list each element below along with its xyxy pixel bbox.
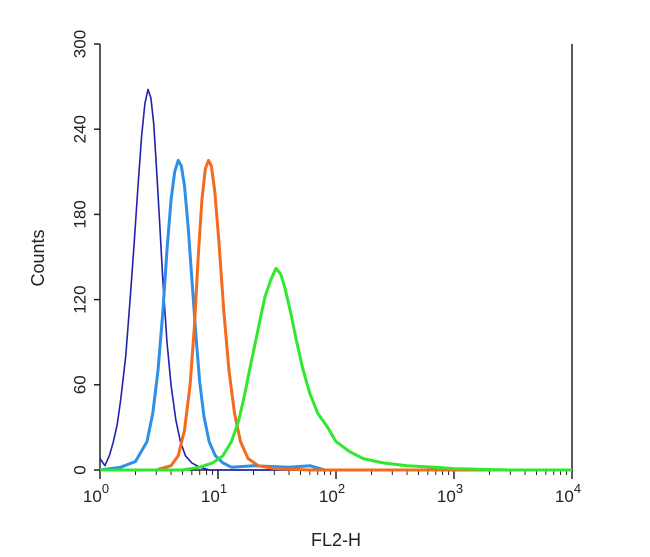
y-axis-ticks: 0 60 120 180 240 300	[71, 30, 100, 475]
y-axis-title: Counts	[28, 229, 48, 286]
x-tick-exponent: 2	[338, 481, 345, 496]
x-tick-base: 10	[555, 487, 574, 506]
x-axis-ticks: 100 101 102 103 104	[83, 470, 581, 506]
y-tick-label: 180	[71, 200, 90, 228]
x-tick-label: 104	[555, 481, 581, 506]
x-tick-exponent: 3	[456, 481, 463, 496]
y-tick-label: 120	[71, 285, 90, 313]
x-tick-base: 10	[83, 487, 102, 506]
x-tick-label: 100	[83, 481, 109, 506]
histogram-series	[99, 88, 572, 472]
x-axis-title: FL2-H	[311, 530, 361, 550]
y-tick-label: 240	[71, 115, 90, 143]
x-tick-label: 102	[319, 481, 345, 506]
x-tick-base: 10	[437, 487, 456, 506]
histogram-line	[99, 158, 572, 472]
y-tick-label: 300	[71, 30, 90, 58]
histogram-line	[100, 158, 572, 472]
x-tick-base: 10	[201, 487, 220, 506]
x-tick-exponent: 4	[574, 481, 581, 496]
histogram-line	[99, 88, 572, 471]
x-tick-exponent: 1	[220, 481, 227, 496]
plot-axes	[99, 44, 573, 471]
x-tick-base: 10	[319, 487, 338, 506]
x-tick-label: 103	[437, 481, 463, 506]
x-tick-label: 101	[201, 481, 227, 506]
y-tick-label: 0	[71, 465, 90, 474]
histogram-line	[100, 266, 572, 472]
x-tick-exponent: 0	[102, 481, 109, 496]
y-tick-label: 60	[71, 375, 90, 394]
